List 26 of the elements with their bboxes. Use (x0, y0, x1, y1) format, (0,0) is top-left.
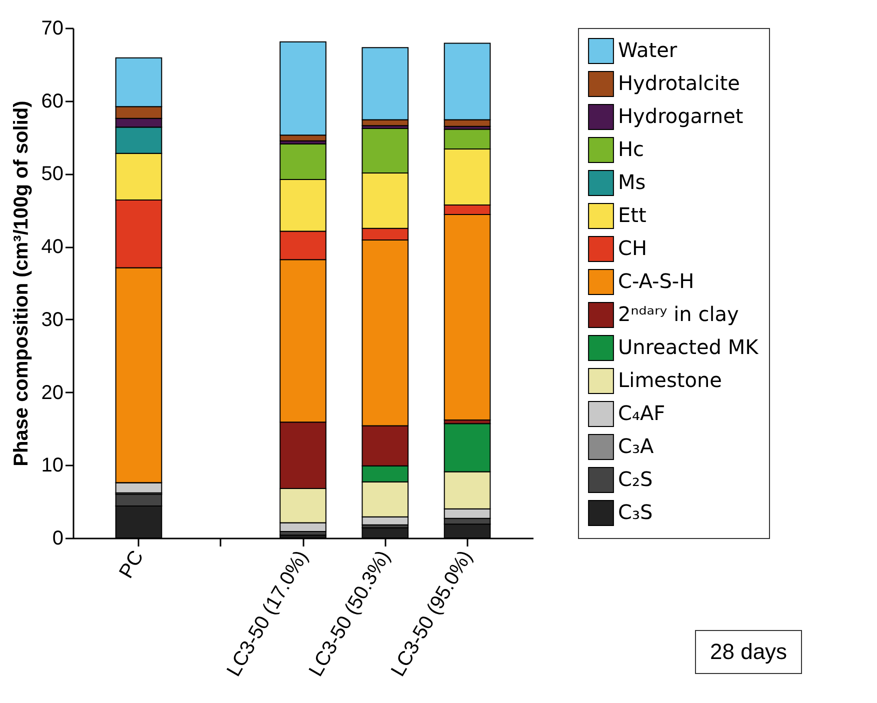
legend-label: CH (618, 236, 648, 260)
y-tick-label: 70 (41, 18, 64, 40)
legend-label: C₄AF (618, 401, 666, 425)
legend-label: Hydrogarnet (618, 104, 744, 128)
legend-label: C₂S (618, 467, 653, 491)
legend-label: Water (618, 38, 678, 62)
legend-label: Limestone (618, 368, 722, 392)
legend-label: Ms (618, 170, 646, 194)
y-axis-title: Phase composition (cm³/100g of solid) (10, 100, 32, 466)
text: 28 days (695, 630, 802, 674)
x-tick-label: PC (115, 547, 148, 582)
legend-label: Ett (618, 203, 646, 227)
legend-label: Hc (618, 137, 644, 161)
legend-label: 2ⁿᵈᵃʳʸ in clay (618, 302, 740, 326)
y-tick-label: 10 (41, 454, 64, 477)
legend-label: C₃A (618, 434, 654, 458)
legend-label: C₃S (618, 500, 653, 524)
y-tick-label: 40 (41, 236, 64, 258)
y-tick-label: 60 (41, 90, 64, 112)
y-tick-label: 0 (52, 528, 64, 550)
y-tick-label: 50 (41, 163, 64, 186)
legend-label: C-A-S-H (618, 269, 694, 293)
legend-label: Unreacted MK (618, 335, 760, 359)
y-tick-label: 30 (41, 308, 64, 331)
y-tick-label: 20 (41, 382, 64, 404)
legend-label: Hydrotalcite (618, 71, 740, 95)
